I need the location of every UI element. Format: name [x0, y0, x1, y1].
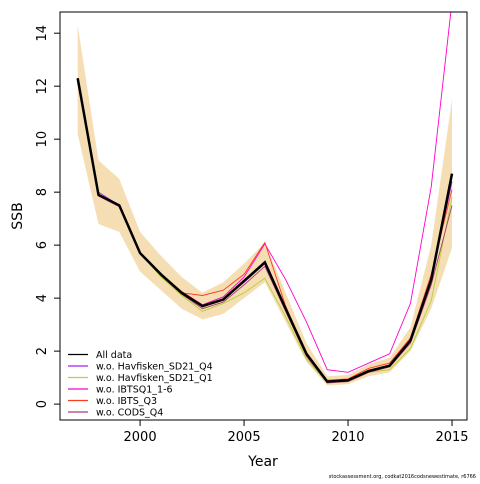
plot-frame	[59, 11, 468, 421]
x-axis-label: Year	[247, 454, 278, 470]
legend-label: w.o. IBTSQ1_1-6	[96, 385, 173, 396]
legend-label: All data	[96, 350, 132, 361]
x-tick-label: 2010	[331, 430, 364, 445]
y-tick-label: 6	[35, 241, 50, 249]
y-tick-label: 8	[35, 188, 50, 196]
y-tick-label: 12	[35, 78, 50, 95]
legend-label: w.o. Havfisken_SD21_Q1	[96, 373, 213, 384]
legend-label: w.o. CODS_Q4	[96, 408, 163, 419]
y-tick-label: 14	[35, 25, 50, 42]
series-line	[77, 12, 452, 373]
y-axis-label: SSB	[10, 202, 26, 229]
x-tick-label: 2000	[124, 430, 157, 445]
y-tick-label: 4	[35, 294, 50, 302]
x-tick-label: 2015	[435, 430, 468, 445]
y-tick-label: 10	[35, 131, 50, 148]
x-tick-label: 2005	[228, 430, 261, 445]
series-line	[76, 78, 454, 383]
confidence-band	[77, 25, 453, 386]
legend-label: w.o. Havfisken_SD21_Q4	[96, 362, 213, 373]
y-tick-label: 0	[35, 400, 50, 408]
legend-label: w.o. IBTS_Q3	[96, 396, 157, 407]
plot-area	[76, 12, 454, 386]
y-tick-label: 2	[35, 347, 50, 355]
footnote: stockassessment.org, codkat2016codsnewes…	[329, 474, 476, 480]
